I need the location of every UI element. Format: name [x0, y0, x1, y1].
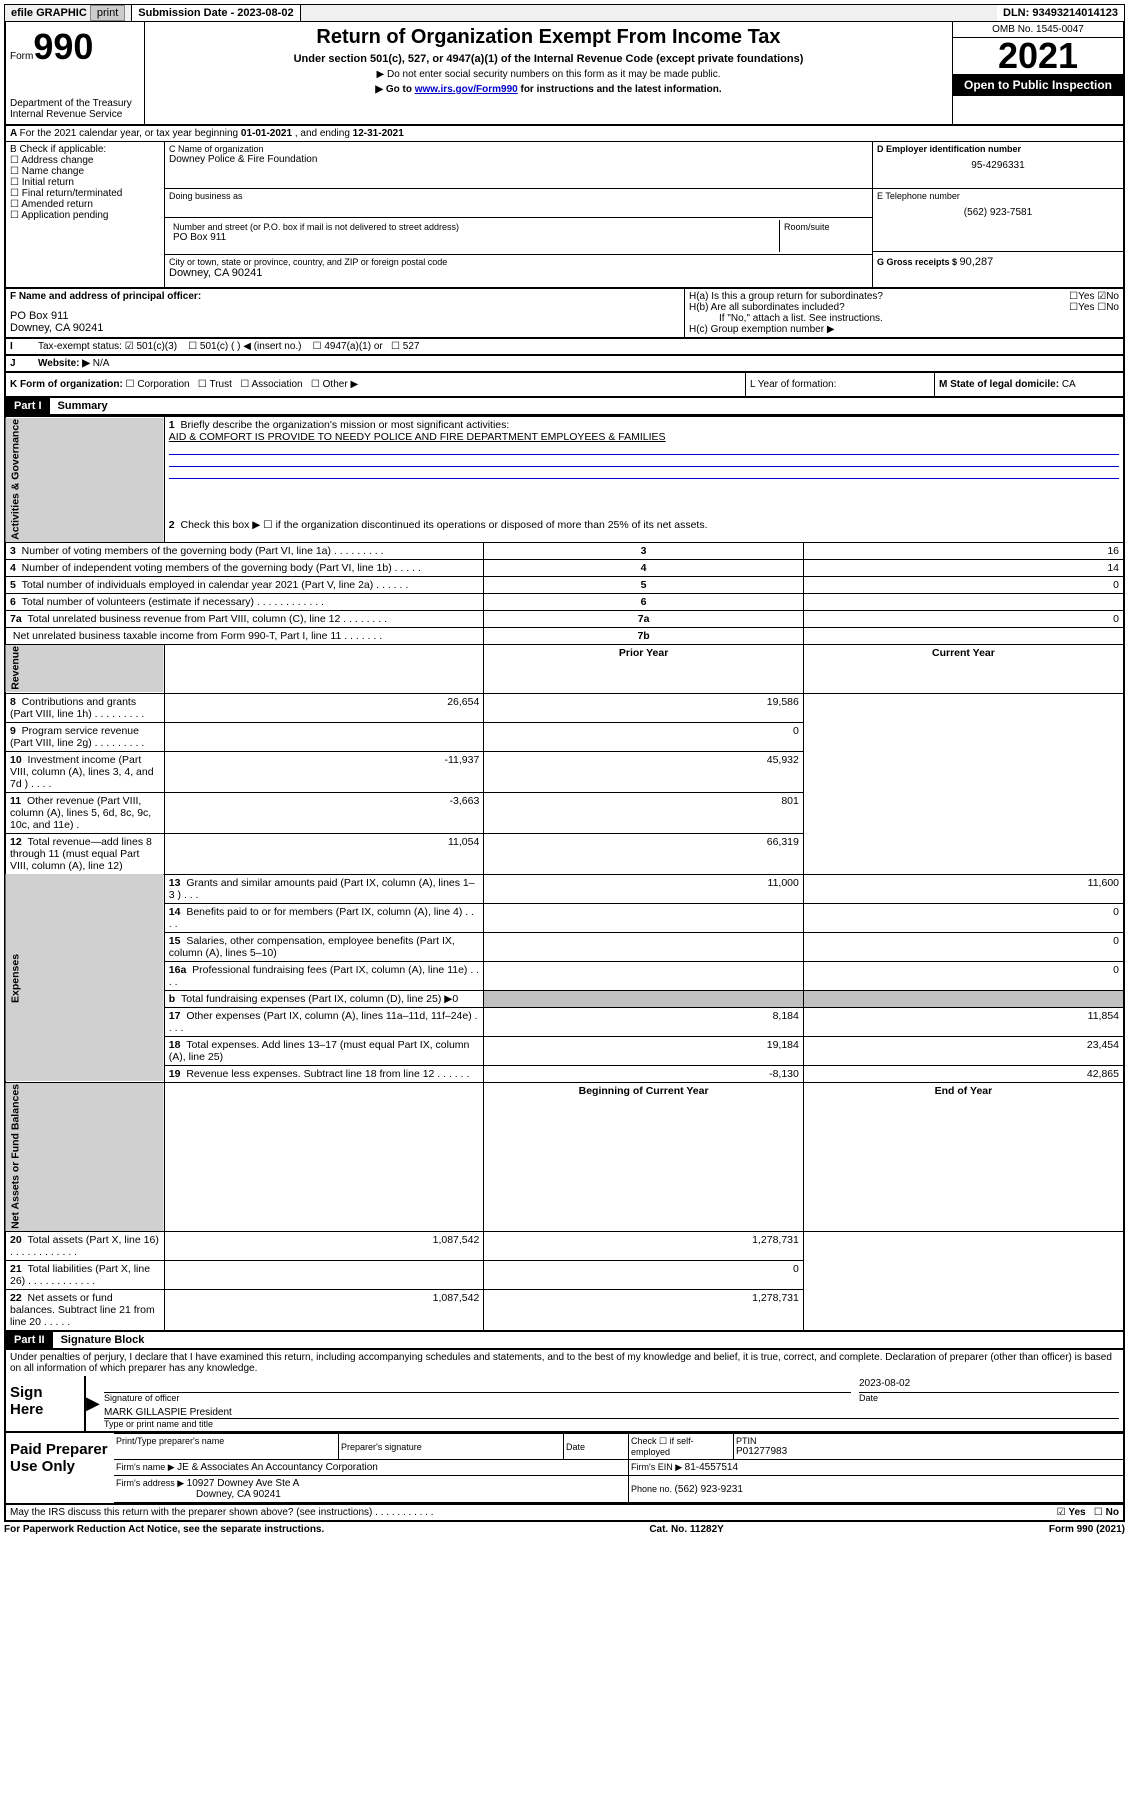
box-b: B Check if applicable: ☐ Address change … [6, 142, 165, 287]
sig-officer-label: Signature of officer [104, 1393, 851, 1403]
part2-header: Part II Signature Block [4, 1332, 1125, 1350]
ha-answer: ☐Yes ☑No [1069, 291, 1119, 302]
sign-here-label: Sign Here [6, 1376, 84, 1431]
section-f-h: F Name and address of principal officer:… [4, 289, 1125, 339]
box-d-label: D Employer identification number [877, 144, 1119, 154]
box-c-label: C Name of organization [169, 144, 868, 154]
box-hb: H(b) Are all subordinates included? [689, 302, 1069, 313]
col-end: End of Year [803, 1082, 1124, 1232]
firm-addr1: 10927 Downey Ave Ste A [187, 1478, 300, 1489]
paid-preparer-block: Paid Preparer Use Only Print/Type prepar… [4, 1433, 1125, 1505]
ssn-note: ▶ Do not enter social security numbers o… [149, 69, 948, 80]
irs-label: Internal Revenue Service [10, 109, 140, 120]
goto-note: ▶ Go to www.irs.gov/Form990 for instruct… [149, 84, 948, 95]
officer-name: MARK GILLASPIE President [104, 1407, 1119, 1419]
org-address: PO Box 911 [173, 232, 775, 243]
footer: For Paperwork Reduction Act Notice, see … [4, 1522, 1125, 1537]
org-name: Downey Police & Fire Foundation [169, 154, 868, 165]
part1-header: Part I Summary [4, 398, 1125, 416]
vlabel-gov: Activities & Governance [5, 417, 164, 543]
firm-name: JE & Associates An Accountancy Corporati… [177, 1462, 378, 1473]
irs-link[interactable]: www.irs.gov/Form990 [415, 84, 518, 95]
firm-ein: 81-4557514 [685, 1462, 738, 1473]
ein: 95-4296331 [877, 154, 1119, 171]
form-footer: Form 990 (2021) [1049, 1524, 1125, 1535]
prep-sig-label: Preparer's signature [339, 1434, 564, 1460]
form-header: Form990 Department of the Treasury Inter… [4, 22, 1125, 126]
top-bar: efile GRAPHIC print Submission Date - 20… [4, 4, 1125, 22]
open-inspection: Open to Public Inspection [953, 74, 1123, 96]
box-g-label: G Gross receipts $ [877, 257, 960, 267]
col-current: Current Year [803, 644, 1124, 693]
sign-date: 2023-08-02 [859, 1378, 1119, 1393]
hb-note: If "No," attach a list. See instructions… [689, 313, 1119, 324]
form-title: Return of Organization Exempt From Incom… [149, 26, 948, 49]
addr-label: Number and street (or P.O. box if mail i… [173, 222, 775, 232]
perjury-declaration: Under penalties of perjury, I declare th… [4, 1350, 1125, 1376]
hb-answer: ☐Yes ☐No [1069, 302, 1119, 313]
col-prior: Prior Year [484, 644, 804, 693]
prep-date-label: Date [564, 1434, 629, 1460]
section-klm: K Form of organization: ☐ Corporation ☐ … [4, 373, 1125, 398]
col-begin: Beginning of Current Year [484, 1082, 804, 1232]
mission-text: AID & COMFORT IS PROVIDE TO NEEDY POLICE… [169, 431, 666, 443]
room-label: Room/suite [780, 220, 868, 252]
part1-table: Activities & Governance 1 Briefly descri… [4, 416, 1125, 1332]
section-i: I Tax-exempt status: ☑ 501(c)(3) ☐ 501(c… [4, 339, 1125, 356]
section-b-to-g: B Check if applicable: ☐ Address change … [4, 141, 1125, 289]
submission-date: Submission Date - 2023-08-02 [132, 5, 300, 21]
box-e-label: E Telephone number [877, 191, 1119, 201]
box-m: M State of legal domicile: CA [935, 373, 1123, 396]
print-button[interactable]: print [90, 5, 125, 21]
discuss-row: May the IRS discuss this return with the… [4, 1505, 1125, 1522]
cat-no: Cat. No. 11282Y [649, 1524, 723, 1535]
paid-label: Paid Preparer Use Only [6, 1433, 114, 1503]
firm-phone: (562) 923-9231 [675, 1484, 743, 1495]
dba-label: Doing business as [169, 191, 868, 201]
vlabel-rev: Revenue [5, 644, 164, 693]
date-label: Date [859, 1393, 1119, 1403]
box-ha: H(a) Is this a group return for subordin… [689, 291, 1069, 302]
form-word: Form [10, 51, 33, 62]
efile-label: efile GRAPHIC print [5, 5, 132, 21]
form-number: 990 [33, 26, 93, 67]
box-l: L Year of formation: [746, 373, 935, 396]
row-a-tax-year: A For the 2021 calendar year, or tax yea… [4, 126, 1125, 141]
firm-addr2: Downey, CA 90241 [196, 1489, 281, 1500]
phone: (562) 923-7581 [877, 201, 1119, 218]
officer-addr1: PO Box 911 [10, 310, 680, 322]
form-subtitle: Under section 501(c), 527, or 4947(a)(1)… [149, 53, 948, 65]
sign-block: Sign Here ▶ Signature of officer 2023-08… [4, 1376, 1125, 1433]
tax-year: 2021 [953, 38, 1123, 74]
paperwork-notice: For Paperwork Reduction Act Notice, see … [4, 1524, 324, 1535]
box-f-label: F Name and address of principal officer: [10, 291, 680, 302]
box-hc: H(c) Group exemption number ▶ [689, 324, 1119, 335]
prep-name-label: Print/Type preparer's name [114, 1434, 339, 1460]
name-title-label: Type or print name and title [104, 1419, 1119, 1429]
vlabel-net: Net Assets or Fund Balances [5, 1082, 164, 1232]
ptin: PTINP01277983 [734, 1434, 1124, 1460]
gross-receipts: 90,287 [960, 256, 994, 268]
section-j: J Website: ▶ N/A [4, 356, 1125, 373]
dept-treasury: Department of the Treasury [10, 98, 140, 109]
officer-addr2: Downey, CA 90241 [10, 322, 680, 334]
city-label: City or town, state or province, country… [169, 257, 868, 267]
q1-label: Briefly describe the organization's miss… [180, 419, 509, 431]
org-city: Downey, CA 90241 [169, 267, 868, 279]
q2-text: Check this box ▶ ☐ if the organization d… [180, 519, 707, 531]
dln: DLN: 93493214014123 [997, 5, 1124, 21]
self-employed: Check ☐ if self-employed [629, 1434, 734, 1460]
